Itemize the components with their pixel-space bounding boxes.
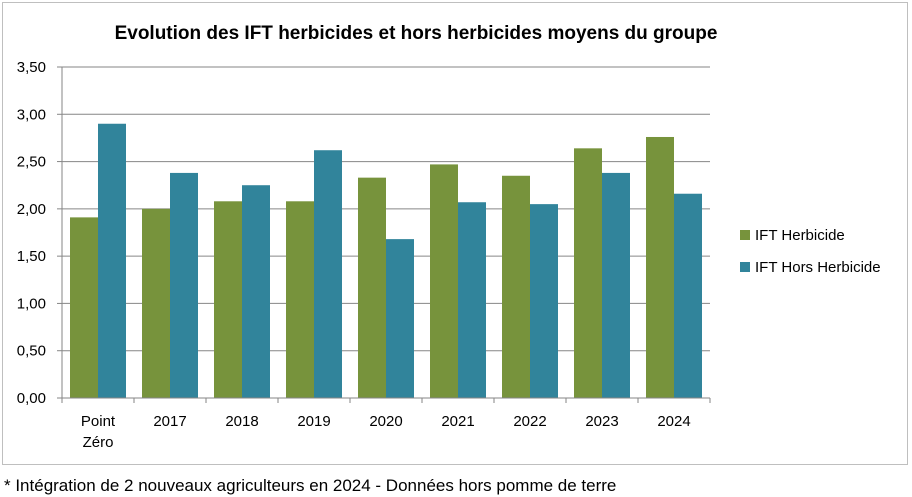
legend-swatch	[740, 230, 750, 240]
y-tick-label: 1,50	[17, 248, 46, 265]
x-tick-labels: Point Zéro 2017 2018 2019 2020 2021 2022 2023 202…	[81, 413, 691, 451]
legend-label: IFT Herbicide	[755, 227, 845, 244]
legend: IFT Herbicide IFT Hors Herbicide	[740, 227, 881, 276]
bar-ift-herbicide	[286, 201, 314, 398]
bar-ift-hors-herbicide	[458, 202, 486, 398]
bar-ift-hors-herbicide	[602, 172, 630, 398]
y-tick-label: 2,00	[17, 201, 46, 218]
x-tick-label: 2021	[441, 413, 474, 430]
footnote: * Intégration de 2 nouveaux agriculteurs…	[4, 476, 617, 495]
x-tick-label: 2023	[585, 413, 618, 430]
y-tick-label: 2,50	[17, 154, 46, 171]
x-tick-label: 2022	[513, 413, 546, 430]
bar-ift-herbicide	[502, 175, 530, 398]
bar-ift-hors-herbicide	[242, 185, 270, 398]
x-tick-label: 2024	[657, 413, 690, 430]
bar-ift-herbicide	[430, 164, 458, 398]
x-tick-label: 2020	[369, 413, 402, 430]
bar-ift-hors-herbicide	[98, 123, 126, 398]
chart-title: Evolution des IFT herbicides et hors her…	[115, 23, 718, 44]
bars	[70, 123, 702, 399]
bar-ift-herbicide	[214, 201, 242, 398]
bar-chart: Evolution des IFT herbicides et hors her…	[17, 23, 881, 451]
bar-ift-hors-herbicide	[674, 193, 702, 398]
x-tick-label: Zéro	[83, 434, 114, 451]
y-tick-label: 3,50	[17, 59, 46, 76]
bar-ift-hors-herbicide	[170, 172, 198, 398]
bar-ift-herbicide	[574, 148, 602, 398]
legend-swatch	[740, 262, 750, 272]
legend-label: IFT Hors Herbicide	[755, 259, 881, 276]
x-tick-label: 2017	[153, 413, 186, 430]
y-tick-label: 0,00	[17, 390, 46, 407]
x-tick-label: Point	[81, 413, 116, 430]
bar-ift-herbicide	[646, 136, 674, 399]
bar-ift-herbicide	[358, 177, 386, 398]
y-tick-label: 1,00	[17, 295, 46, 312]
y-tick-label: 3,00	[17, 106, 46, 123]
bar-ift-herbicide	[70, 217, 98, 398]
x-tick-label: 2018	[225, 413, 258, 430]
bar-ift-hors-herbicide	[314, 150, 342, 398]
x-tick-label: 2019	[297, 413, 330, 430]
bar-ift-hors-herbicide	[530, 204, 558, 398]
axes	[57, 66, 711, 403]
bar-ift-hors-herbicide	[386, 239, 414, 398]
y-tick-labels: 0,00 0,50 1,00 1,50 2,00 2,50 3,00 3,50	[17, 59, 46, 407]
y-tick-label: 0,50	[17, 343, 46, 360]
bar-ift-herbicide	[142, 208, 170, 398]
